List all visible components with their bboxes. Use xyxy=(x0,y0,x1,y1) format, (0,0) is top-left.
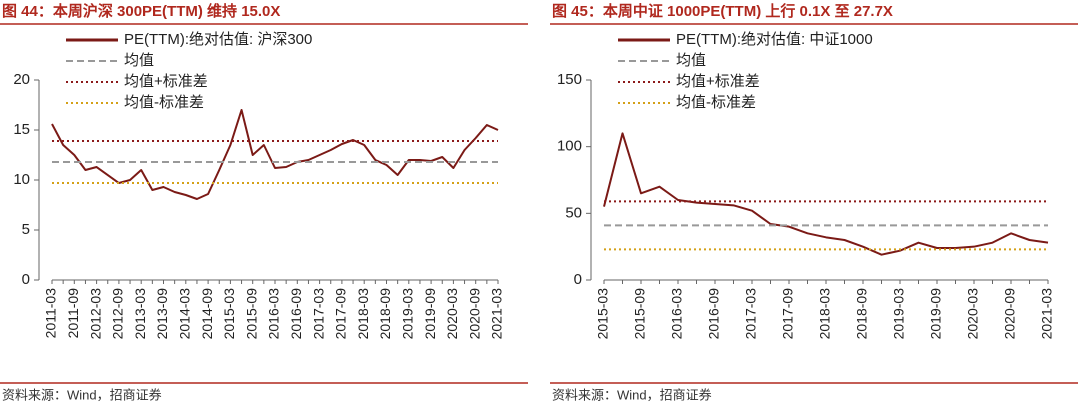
legend-label: 均值+标准差 xyxy=(676,73,760,90)
pe-line xyxy=(51,109,499,200)
y-tick-label: 10 xyxy=(13,171,30,188)
x-tick-label: 2015-09 xyxy=(632,288,648,340)
x-tick-label: 2016-03 xyxy=(266,288,282,340)
source-note: 资料来源：Wind，招商证券 xyxy=(552,387,712,402)
x-tick-label: 2020-09 xyxy=(466,288,482,340)
x-tick-label: 2021-03 xyxy=(489,288,505,340)
x-tick-label: 2014-09 xyxy=(199,288,215,340)
chart-title: 图 45：本周中证 1000PE(TTM) 上行 0.1X 至 27.7X xyxy=(552,2,893,20)
y-tick-label: 15 xyxy=(13,121,30,138)
x-tick-label: 2016-09 xyxy=(706,288,722,340)
x-tick-label: 2015-03 xyxy=(221,288,237,340)
y-tick-label: 100 xyxy=(557,138,582,155)
x-tick-label: 2011-03 xyxy=(43,288,59,339)
x-tick-label: 2021-03 xyxy=(1039,288,1055,340)
x-tick-label: 2017-03 xyxy=(743,288,759,340)
y-tick-label: 0 xyxy=(574,271,582,288)
x-tick-label: 2016-09 xyxy=(288,288,304,340)
legend-label: 均值-标准差 xyxy=(676,94,756,111)
legend-label: 均值 xyxy=(676,52,706,69)
x-tick-label: 2018-09 xyxy=(377,288,393,340)
x-tick-label: 2020-09 xyxy=(1002,288,1018,340)
y-tick-label: 0 xyxy=(22,271,30,288)
legend-label: 均值-标准差 xyxy=(124,94,204,111)
x-tick-label: 2011-09 xyxy=(65,288,81,339)
legend-label: PE(TTM):绝对估值: 中证1000 xyxy=(676,31,873,48)
x-tick-label: 2015-03 xyxy=(595,288,611,340)
x-tick-label: 2017-03 xyxy=(310,288,326,340)
x-tick-label: 2018-03 xyxy=(817,288,833,340)
x-tick-label: 2013-09 xyxy=(154,288,170,340)
source-note: 资料来源：Wind，招商证券 xyxy=(2,387,162,402)
x-tick-label: 2020-03 xyxy=(444,288,460,340)
y-tick-label: 150 xyxy=(557,71,582,88)
x-tick-label: 2017-09 xyxy=(780,288,796,340)
x-tick-label: 2019-03 xyxy=(891,288,907,340)
y-tick-label: 50 xyxy=(565,204,582,221)
legend-label: 均值+标准差 xyxy=(124,73,208,90)
x-tick-label: 2016-03 xyxy=(669,288,685,340)
legend-label: 均值 xyxy=(124,52,154,69)
x-tick-label: 2019-09 xyxy=(928,288,944,340)
x-tick-label: 2012-03 xyxy=(87,288,103,340)
pe-line xyxy=(603,132,1049,256)
legend-label: PE(TTM):绝对估值: 沪深300 xyxy=(124,31,312,48)
x-tick-label: 2020-03 xyxy=(965,288,981,340)
x-tick-label: 2014-03 xyxy=(177,288,193,340)
chart-title: 图 44：本周沪深 300PE(TTM) 维持 15.0X xyxy=(2,2,280,20)
x-tick-label: 2013-03 xyxy=(132,288,148,340)
x-tick-label: 2018-03 xyxy=(355,288,371,340)
y-tick-label: 5 xyxy=(22,221,30,238)
x-tick-label: 2012-09 xyxy=(110,288,126,340)
x-tick-label: 2018-09 xyxy=(854,288,870,340)
x-tick-label: 2015-09 xyxy=(243,288,259,340)
y-tick-label: 20 xyxy=(13,71,30,88)
x-tick-label: 2017-09 xyxy=(333,288,349,340)
x-tick-label: 2019-09 xyxy=(422,288,438,340)
x-tick-label: 2019-03 xyxy=(400,288,416,340)
